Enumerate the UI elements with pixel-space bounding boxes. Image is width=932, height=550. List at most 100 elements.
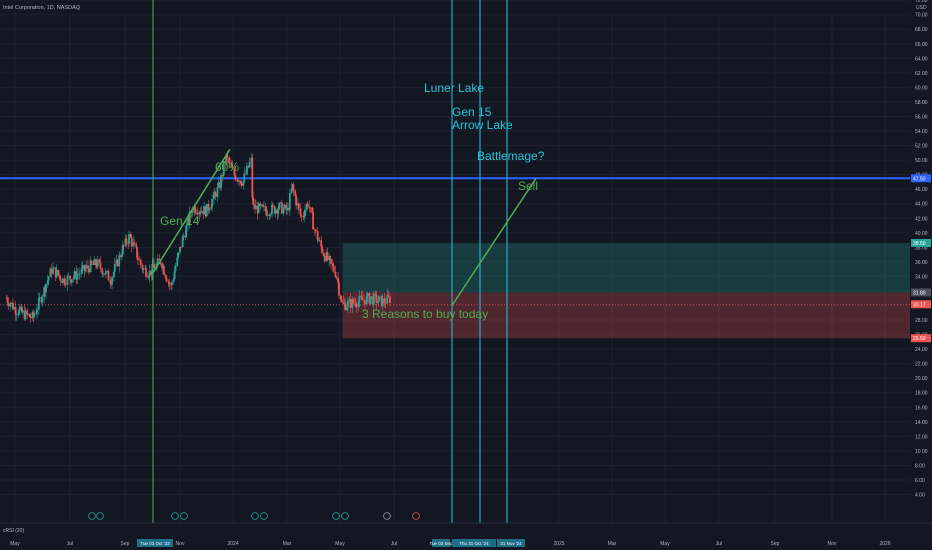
candle-body <box>243 173 246 181</box>
candle-body <box>141 264 144 270</box>
annotation-sell[interactable]: Sell <box>518 179 538 193</box>
candle-body <box>352 299 355 303</box>
time-highlight-label: 31 Nov '24 <box>500 541 522 546</box>
candle-body <box>170 284 172 286</box>
profit-zone <box>342 242 911 293</box>
candle-body <box>312 212 314 230</box>
annotation-arrow-lake[interactable]: Arrow Lake <box>452 118 513 132</box>
price-tick-label: 40.00 <box>915 231 928 237</box>
candle-body <box>338 282 340 296</box>
candle-body <box>282 208 285 214</box>
candle-body <box>222 161 225 176</box>
candle-body <box>21 310 24 313</box>
price-tick-label: 38.00 <box>915 245 928 251</box>
candle-body <box>70 279 73 283</box>
price-axis[interactable]: 72.00 70.00 68.00 66.00 64.00 62.00 60.00 58.00… <box>915 0 928 499</box>
price-tick-label: 52.00 <box>915 144 928 150</box>
candle-body <box>11 302 14 310</box>
time-tick-label: May <box>660 541 670 547</box>
candle-body <box>84 268 87 271</box>
candle-body <box>357 301 360 308</box>
candle-body <box>38 297 41 299</box>
candle-body <box>98 259 101 263</box>
candle-body <box>220 175 222 189</box>
tag-target-label: 38.60 <box>913 241 926 247</box>
candle-body <box>87 265 89 269</box>
time-axis[interactable]: May Jul Sep Nov 2024 Mar May Jul 2025 Mar May Jul Se… <box>10 539 891 547</box>
candle-body <box>318 240 321 242</box>
candle-body <box>148 270 151 277</box>
candle-body <box>20 306 23 313</box>
candle-body <box>213 192 216 194</box>
candle-body <box>147 276 150 278</box>
candle-body <box>191 211 194 213</box>
price-tick-label: 20.00 <box>915 376 928 382</box>
tag-current-label: 30.17 <box>913 302 926 308</box>
candle-body <box>29 317 32 318</box>
candle-body <box>164 274 167 278</box>
price-tick-label: 46.00 <box>915 187 928 193</box>
candle-body <box>347 301 349 308</box>
candle-body <box>303 215 306 217</box>
annotation-luner-lake[interactable]: Luner Lake <box>424 81 484 95</box>
annotation-reasons[interactable]: 3 Reasons to buy today <box>362 307 488 321</box>
candle-body <box>10 302 13 305</box>
candle-body <box>12 307 15 310</box>
time-tick-label: Nov <box>176 541 185 547</box>
time-highlight-label: Thu 31 Oct '24 <box>459 541 489 546</box>
candle-body <box>297 203 300 209</box>
candle-body <box>111 277 113 285</box>
candle-body <box>173 271 176 280</box>
candle-body <box>381 298 384 307</box>
candle-body <box>168 281 171 285</box>
candle-body <box>283 204 286 209</box>
candle-body <box>234 175 237 180</box>
candle-body <box>179 246 182 248</box>
time-highlight-badge <box>452 539 496 547</box>
candle-body <box>271 204 273 215</box>
annotation-battlemage[interactable]: Battlemage? <box>477 149 545 163</box>
candle-body <box>207 203 210 211</box>
trend-line-sell <box>451 177 537 306</box>
candle-body <box>229 162 231 164</box>
indicator-label[interactable]: cRSI (20) <box>3 528 24 534</box>
time-tick-label: May <box>335 541 345 547</box>
candle-body <box>200 210 203 213</box>
candle-body <box>205 203 208 217</box>
candle-body <box>35 313 38 315</box>
annotation-sixty-percent[interactable]: 60% <box>215 160 239 174</box>
candle-body <box>246 165 248 175</box>
candle-body <box>79 273 81 275</box>
candle-body <box>119 255 122 257</box>
candle-body <box>17 314 20 316</box>
price-tick-label: 36.00 <box>915 260 928 266</box>
candle-body <box>15 314 18 316</box>
candle-body <box>366 293 369 296</box>
candle-body <box>237 179 239 182</box>
candle-body <box>211 199 214 208</box>
candle-body <box>305 204 308 210</box>
candle-body <box>9 304 12 307</box>
candle-body <box>37 298 40 310</box>
annotation-gen15[interactable]: Gen 15 <box>452 105 492 119</box>
currency-label: USD <box>916 5 927 11</box>
candle-body <box>332 265 335 272</box>
time-tick-label: May <box>10 541 20 547</box>
candle-body <box>153 264 155 268</box>
event-marker <box>96 512 104 520</box>
candle-body <box>27 314 29 315</box>
loss-zone <box>342 292 911 339</box>
candle-body <box>286 207 289 211</box>
time-highlight-badge <box>497 539 525 547</box>
candle-body <box>308 206 311 208</box>
annotation-gen14[interactable]: Gen 14 <box>160 214 200 228</box>
candle-body <box>304 209 306 216</box>
tag-stop-label: 25.50 <box>913 336 926 342</box>
time-highlight-badge <box>137 539 173 547</box>
candle-body <box>360 295 363 297</box>
candle-body <box>383 298 386 303</box>
price-tick-label: 54.00 <box>915 129 928 135</box>
candle-body <box>181 236 184 248</box>
position-zones <box>342 242 911 339</box>
